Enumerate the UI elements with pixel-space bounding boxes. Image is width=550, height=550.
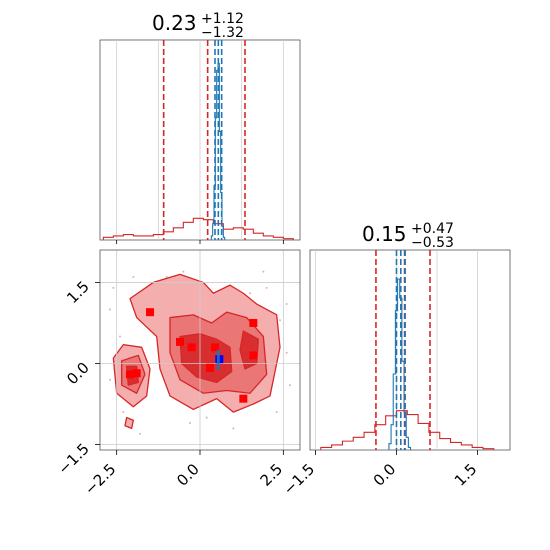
- x-tick-label: 1.5: [451, 460, 481, 490]
- marker-red: [249, 318, 258, 327]
- sample-point: [285, 303, 288, 306]
- sample-point: [132, 276, 135, 279]
- histogram-step: [320, 410, 495, 450]
- sample-point: [109, 308, 111, 311]
- sample-point: [112, 286, 115, 289]
- sample-point: [289, 384, 291, 387]
- sample-point: [279, 319, 281, 322]
- x-tick-label: 0.0: [370, 460, 400, 490]
- contour-panel: −2.5 0.0 2.5 1.50.0−1.5: [54, 249, 301, 499]
- histogram-step: [102, 217, 294, 240]
- marker-red: [211, 343, 219, 352]
- sample-point: [189, 421, 191, 424]
- marker-red: [187, 343, 196, 352]
- histogram-step: [210, 63, 226, 240]
- x-tick-label: −2.5: [81, 460, 119, 498]
- histogram-panel-param-2: −1.5 0.0 1.5 0.15 +0.47 −0.53: [280, 221, 511, 499]
- sample-point: [232, 427, 235, 430]
- panel-frame: [309, 249, 511, 451]
- sample-point: [275, 411, 278, 414]
- histogram-title-value: 0.15: [362, 222, 407, 246]
- marker-red: [146, 308, 154, 317]
- histogram-title-plus: +0.47: [411, 221, 454, 237]
- y-tick-label: −1.5: [54, 440, 92, 478]
- sample-point: [249, 292, 251, 295]
- sample-point: [139, 432, 141, 435]
- marker-red: [206, 363, 214, 372]
- histogram-title-minus: −1.32: [201, 25, 244, 41]
- sample-point: [109, 378, 111, 381]
- y-tick-label: 0.0: [63, 359, 93, 389]
- marker-red: [249, 351, 258, 360]
- marker-red: [132, 369, 141, 378]
- sample-point: [262, 270, 265, 273]
- histogram-panel-param-1: 0.23 +1.12 −1.32: [99, 11, 301, 244]
- x-tick-label: 0.0: [173, 460, 203, 490]
- y-tick-label: 1.5: [63, 278, 93, 308]
- sample-point: [119, 335, 121, 338]
- sample-point: [182, 270, 185, 273]
- marker-red: [239, 394, 248, 403]
- contour-level: [239, 330, 259, 370]
- contour-level: [124, 416, 134, 430]
- sample-point: [265, 286, 268, 289]
- x-tick-label: −1.5: [280, 460, 318, 498]
- histogram-title-plus: +1.12: [201, 11, 244, 27]
- sample-point: [285, 351, 288, 354]
- sample-point: [165, 276, 168, 279]
- marker-red: [176, 337, 184, 346]
- sample-point: [205, 416, 208, 419]
- posterior-streak: [216, 350, 220, 370]
- marker-red: [126, 370, 134, 379]
- sample-point: [122, 411, 125, 414]
- histogram-title-minus: −0.53: [411, 235, 454, 251]
- histogram-title-value: 0.23: [152, 11, 197, 35]
- histogram-step: [388, 278, 412, 450]
